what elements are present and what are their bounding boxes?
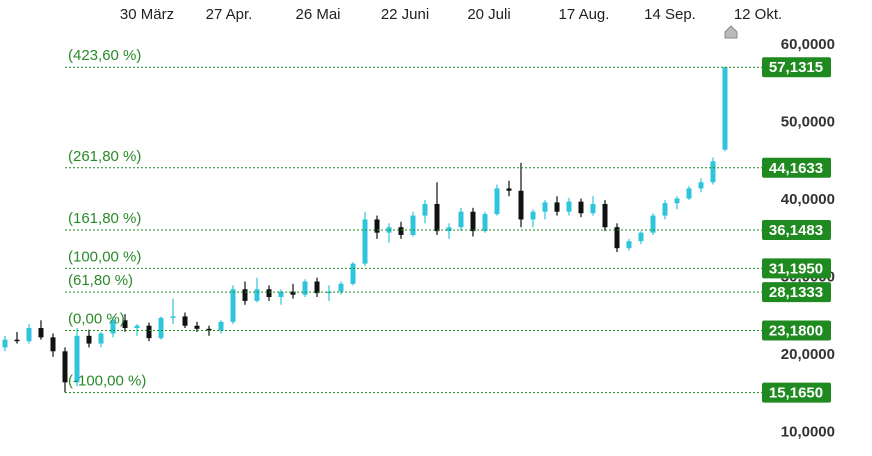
x-tick-label: 17 Aug. bbox=[559, 6, 610, 23]
level-value: 31,1950 bbox=[769, 260, 823, 277]
candle-body bbox=[62, 351, 68, 383]
x-tick-label: 30 März bbox=[120, 6, 174, 23]
candle-body bbox=[230, 289, 236, 322]
level-percent: (161,80 %) bbox=[68, 210, 141, 227]
candle-body bbox=[266, 289, 272, 298]
x-tick-label: 20 Juli bbox=[467, 6, 510, 23]
candle-body bbox=[170, 316, 176, 318]
candle-body bbox=[422, 203, 428, 216]
level-percent: (-100,00 %) bbox=[68, 373, 146, 390]
candle-body bbox=[110, 320, 116, 334]
candle-body bbox=[134, 325, 140, 329]
candle-body bbox=[554, 202, 560, 212]
candle-body bbox=[566, 201, 572, 212]
candle-body bbox=[74, 335, 80, 383]
candle-body bbox=[710, 161, 716, 183]
candle-body bbox=[122, 320, 128, 329]
level-percent: (0,00 %) bbox=[68, 310, 125, 327]
level-box bbox=[762, 282, 831, 303]
candle-body bbox=[26, 328, 32, 342]
candle-body bbox=[722, 67, 728, 150]
x-tick-label: 12 Okt. bbox=[734, 6, 782, 23]
candle-body bbox=[278, 291, 284, 298]
candle-body bbox=[158, 317, 164, 339]
level-value: 15,1650 bbox=[769, 385, 823, 402]
level-percent: (261,80 %) bbox=[68, 148, 141, 165]
candle-body bbox=[578, 201, 584, 214]
candle-body bbox=[14, 339, 20, 342]
y-tick-label: 50,0000 bbox=[781, 113, 835, 130]
level-percent: (61,80 %) bbox=[68, 272, 133, 289]
candle-body bbox=[518, 190, 524, 220]
candle-body bbox=[674, 198, 680, 204]
level-value: 23,1800 bbox=[769, 322, 823, 339]
candle-body bbox=[302, 281, 308, 295]
candle-body bbox=[470, 211, 476, 232]
level-box bbox=[762, 157, 831, 178]
candle-body bbox=[650, 215, 656, 233]
level-box bbox=[762, 320, 831, 341]
candle-body bbox=[530, 211, 536, 220]
y-tick-label: 40,0000 bbox=[781, 191, 835, 208]
candle-body bbox=[86, 335, 92, 344]
y-tick-label: 60,0000 bbox=[781, 36, 835, 53]
candle-body bbox=[494, 188, 500, 215]
candle-body bbox=[50, 337, 56, 352]
candle-body bbox=[2, 339, 8, 348]
level-percent: (100,00 %) bbox=[68, 248, 141, 265]
candle-body bbox=[218, 321, 224, 331]
x-tick-label: 27 Apr. bbox=[206, 6, 253, 23]
y-tick-label: 20,0000 bbox=[781, 346, 835, 363]
candle-body bbox=[194, 325, 200, 329]
candle-body bbox=[626, 241, 632, 249]
candle-body bbox=[434, 203, 440, 232]
level-box bbox=[762, 57, 831, 78]
marker bbox=[724, 25, 738, 39]
level-percent: (423,60 %) bbox=[68, 47, 141, 64]
level-box bbox=[762, 219, 831, 240]
candle-body bbox=[698, 182, 704, 189]
candle-body bbox=[362, 219, 368, 264]
candle-body bbox=[614, 227, 620, 249]
candle-body bbox=[98, 333, 104, 344]
level-box bbox=[762, 258, 831, 279]
candle-body bbox=[662, 203, 668, 216]
x-tick-label: 22 Juni bbox=[381, 6, 429, 23]
candle-body bbox=[374, 219, 380, 233]
x-tick-label: 26 Mai bbox=[295, 6, 340, 23]
candle-body bbox=[338, 283, 344, 292]
candle-body bbox=[590, 203, 596, 214]
candle-body bbox=[242, 289, 248, 301]
candle-body bbox=[602, 203, 608, 228]
candle-body bbox=[410, 215, 416, 235]
level-value: 28,1333 bbox=[769, 284, 823, 301]
candle-body bbox=[38, 328, 44, 338]
candle-body bbox=[398, 227, 404, 235]
y-tick-label: 10,0000 bbox=[781, 424, 835, 441]
candle-body bbox=[254, 289, 260, 301]
candle-body bbox=[638, 232, 644, 242]
candle-body bbox=[182, 316, 188, 326]
candle-body bbox=[482, 214, 488, 232]
candle-body bbox=[542, 202, 548, 212]
level-box bbox=[762, 382, 831, 403]
candle-body bbox=[686, 188, 692, 199]
x-tick-label: 14 Sep. bbox=[644, 6, 696, 23]
candle-body bbox=[446, 227, 452, 232]
candle-body bbox=[506, 188, 512, 191]
candle-body bbox=[206, 328, 212, 331]
candle-body bbox=[314, 281, 320, 294]
candle-body bbox=[146, 325, 152, 339]
level-value: 57,1315 bbox=[769, 59, 823, 76]
candle-body bbox=[290, 291, 296, 295]
candle-body bbox=[350, 263, 356, 284]
level-value: 44,1633 bbox=[769, 160, 823, 177]
candle-body bbox=[458, 211, 464, 228]
level-value: 36,1483 bbox=[769, 222, 823, 239]
